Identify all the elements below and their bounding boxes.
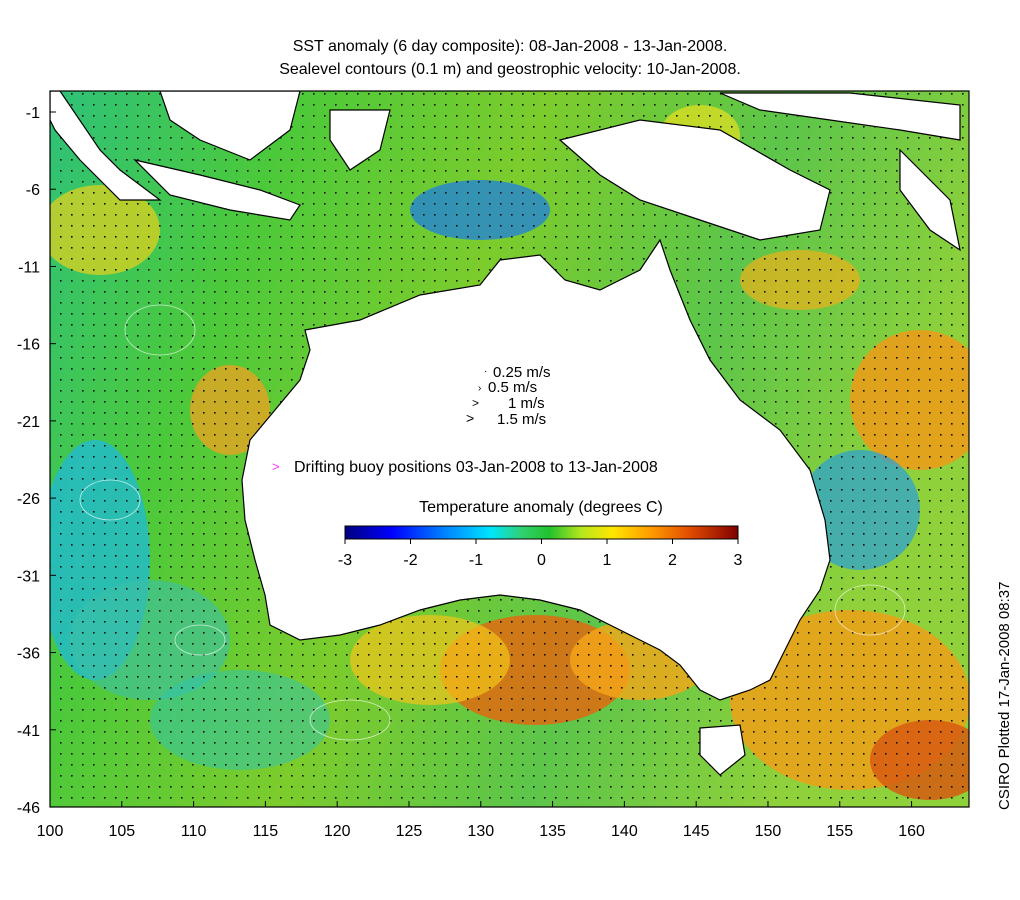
land-masses [50,91,961,776]
y-tick-label: -1 [26,105,40,122]
velocity-arrow-1: · [484,366,487,377]
colorbar-tick-label: 2 [668,552,677,569]
x-tick-label: 140 [611,823,638,840]
land-new-guinea [558,119,831,241]
colorbar-title: Temperature anomaly (degrees C) [419,499,663,516]
velocity-arrow-3: > [472,396,479,410]
y-tick-label: -31 [17,568,40,585]
velocity-label-1: 0.25 m/s [493,364,551,381]
y-tick-label: -11 [18,259,40,276]
velocity-arrow-4: > [466,410,474,426]
colorbar-tick-label: -2 [403,552,417,569]
land-solomon [899,148,961,252]
colorbar: Temperature anomaly (degrees C) -3 -2 -1 0 1… [338,499,743,569]
x-tick-label: 115 [253,823,279,840]
land-borneo [159,91,301,161]
x-tick-label: 155 [826,823,853,840]
land-australia [241,238,831,701]
colorbar-tick-label: -3 [338,552,352,569]
x-tick-label: 125 [396,823,423,840]
x-tick-label: 100 [37,823,64,840]
colorbar-ticks: -3 -2 -1 0 1 2 3 [338,539,743,569]
velocity-label-3: 1 m/s [508,395,545,412]
colorbar-tick-label: 0 [537,552,546,569]
x-tick-label: 160 [898,823,925,840]
buoy-marker-icon: > [272,459,280,474]
x-tick-label: 120 [324,823,351,840]
land-sulawesi [329,109,391,171]
land-java [133,158,301,221]
colorbar-tick-label: 3 [734,552,743,569]
x-tick-label: 110 [181,823,207,840]
y-tick-label: -26 [17,491,40,508]
y-tick-label: -41 [17,723,40,740]
y-tick-label: -21 [17,414,40,431]
credit-text: CSIRO Plotted 17-Jan-2008 08:37 [996,581,1013,810]
title-line-1: SST anomaly (6 day composite): 08-Jan-20… [292,38,728,55]
land-pacific-islands [719,92,961,141]
title-line-2: Sealevel contours (0.1 m) and geostrophi… [279,61,741,78]
y-tick-label: -36 [17,646,40,663]
buoy-legend-label: Drifting buoy positions 03-Jan-2008 to 1… [294,459,658,476]
colorbar-tick-label: 1 [603,552,612,569]
x-tick-label: 135 [539,823,566,840]
velocity-label-4: 1.5 m/s [497,411,546,428]
y-tick-label: -46 [17,800,40,817]
plot-frame [49,90,970,808]
x-tick-label: 150 [755,823,782,840]
x-axis: 100 105 110 115 120 125 130 135 140 145 150 155 160 [37,801,925,840]
x-tick-label: 145 [683,823,710,840]
velocity-label-2: 0.5 m/s [488,379,537,396]
colorbar-gradient [344,525,739,540]
colorbar-tick-label: -1 [469,552,483,569]
land-sumatra [50,91,162,201]
buoy-legend: > Drifting buoy positions 03-Jan-2008 to… [272,459,658,476]
velocity-legend: · 0.25 m/s › 0.5 m/s > 1 m/s > 1.5 m/s [466,364,551,428]
x-tick-label: 130 [467,823,494,840]
velocity-arrow-2: › [478,383,481,394]
y-tick-label: -16 [17,337,40,354]
x-tick-label: 105 [108,823,135,840]
y-tick-label: -6 [26,182,40,199]
land-tasmania [699,724,746,776]
y-axis: -1 -6 -11 -16 -21 -26 -31 -36 -41 -46 [17,105,56,817]
